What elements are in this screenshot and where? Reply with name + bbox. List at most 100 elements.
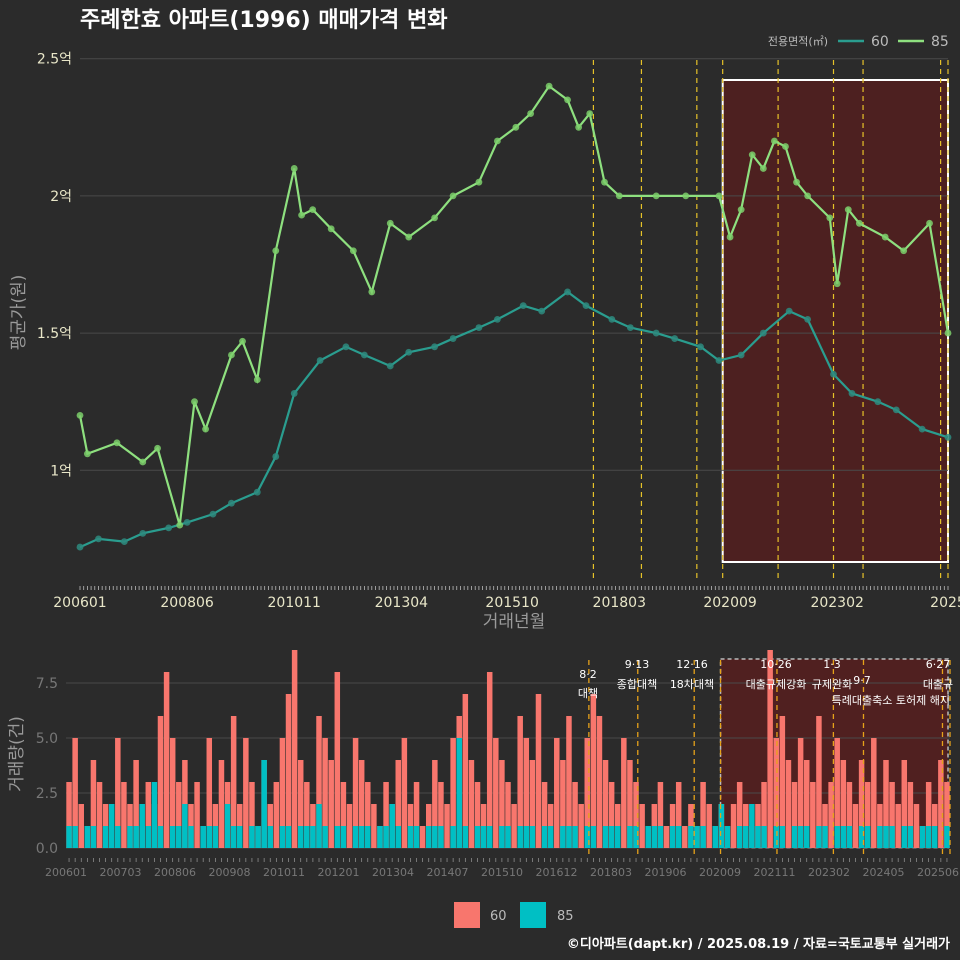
data-point-85 <box>601 178 608 186</box>
data-point-60 <box>449 335 457 342</box>
data-point-85 <box>682 192 690 200</box>
volume-bar-85 <box>340 826 347 848</box>
volume-bar-85 <box>633 826 639 848</box>
volume-bar-60 <box>560 760 566 848</box>
volume-bar-85 <box>864 826 871 848</box>
volume-bar-60 <box>816 716 822 848</box>
data-point-60 <box>209 510 217 518</box>
data-point-85 <box>139 458 147 466</box>
x-tick-label: 200806 <box>160 595 214 611</box>
data-point-85 <box>475 178 483 186</box>
volume-bar-60 <box>602 760 609 848</box>
volume-bar-85 <box>743 826 749 848</box>
highlight-region <box>721 79 950 563</box>
data-point-60 <box>564 288 571 296</box>
volume-bar-85 <box>365 826 371 848</box>
volume-bar-85 <box>310 826 316 848</box>
volume-bar-85 <box>395 826 402 848</box>
data-point-85 <box>804 192 812 200</box>
data-point-60 <box>316 357 324 364</box>
volume-bar-85 <box>304 826 310 848</box>
data-point-85 <box>309 206 317 214</box>
volume-bar-85 <box>675 826 682 848</box>
volume-bar-60 <box>340 782 347 848</box>
volume-bar-85 <box>139 804 145 848</box>
volume-bar-85 <box>389 804 395 848</box>
data-point-85 <box>855 219 863 227</box>
volume-bar-60 <box>889 782 895 848</box>
volume-bar-85 <box>627 826 633 848</box>
data-point-60 <box>228 499 235 507</box>
volume-bar-85 <box>145 826 152 848</box>
volume-bar-85 <box>797 826 804 848</box>
volume-bar-60 <box>499 760 505 848</box>
x-tick-label: 201510 <box>485 595 538 611</box>
volume-bar-85 <box>566 826 572 848</box>
data-point-60 <box>918 425 926 433</box>
volume-bar-60 <box>273 782 280 848</box>
data-point-85 <box>652 192 660 200</box>
annotation-label: 대출규 <box>923 678 953 691</box>
volume-bar-85 <box>383 826 389 848</box>
data-point-60 <box>272 453 280 460</box>
annotation-date: 9·13 <box>625 658 650 671</box>
data-point-85 <box>737 206 745 214</box>
volume-bar-60 <box>584 738 591 848</box>
volume-bar-60 <box>639 804 645 848</box>
volume-bar-85 <box>773 826 779 848</box>
volume-bar-85 <box>352 826 359 848</box>
data-point-85 <box>575 123 583 131</box>
data-point-85 <box>253 376 261 384</box>
volume-y-axis-title: 거래량(건) <box>7 716 27 792</box>
data-point-85 <box>944 329 952 337</box>
volume-bar-85 <box>803 826 810 848</box>
data-point-85 <box>726 233 734 241</box>
volume-bar-60 <box>907 782 914 848</box>
volume-bar-85 <box>779 826 786 848</box>
volume-y-tick-label: 2.5 <box>36 786 58 802</box>
volume-bar-85 <box>176 826 182 848</box>
volume-x-tick-label: 202009 <box>699 866 741 879</box>
volume-bar-60 <box>249 782 255 848</box>
volume-bar-60 <box>828 782 834 848</box>
volume-x-tick-label: 201201 <box>318 866 360 879</box>
data-point-60 <box>737 351 745 359</box>
volume-bar-60 <box>517 716 523 848</box>
volume-bar-60 <box>858 760 865 848</box>
volume-bar-85 <box>877 826 883 848</box>
volume-bar-85 <box>157 826 164 848</box>
data-point-60 <box>165 524 173 532</box>
data-point-85 <box>844 206 852 214</box>
volume-bar-85 <box>486 826 493 848</box>
data-point-85 <box>298 211 306 219</box>
data-point-60 <box>944 433 952 441</box>
volume-bar-60 <box>96 782 103 848</box>
volume-bar-60 <box>596 716 603 848</box>
volume-bar-60 <box>883 760 889 848</box>
volume-bar-85 <box>267 826 273 848</box>
volume-bar-60 <box>791 782 798 848</box>
volume-bar-60 <box>66 782 72 848</box>
volume-x-tick-label: 202302 <box>808 866 850 879</box>
volume-bar-60 <box>157 716 164 848</box>
data-point-85 <box>202 425 209 433</box>
volume-bar-85 <box>474 826 481 848</box>
volume-bar-60 <box>401 738 408 848</box>
data-point-60 <box>830 370 837 378</box>
y-tick-label: 2.5억 <box>37 52 72 68</box>
volume-bar-60 <box>590 694 597 848</box>
volume-bar-60 <box>322 738 328 848</box>
data-point-85 <box>191 398 198 406</box>
chart-credit: ©디아파트(dapt.kr) / 2025.08.19 / 자료=국토교통부 실… <box>567 936 950 952</box>
volume-y-tick-label: 0.0 <box>36 841 58 857</box>
volume-bar-85 <box>907 826 914 848</box>
volume-bar-60 <box>358 760 365 848</box>
volume-bar-85 <box>651 826 658 848</box>
data-point-60 <box>519 302 527 310</box>
volume-bar-60 <box>682 826 688 848</box>
data-point-85 <box>715 192 723 200</box>
volume-bar-85 <box>237 826 243 848</box>
volume-bar-85 <box>72 826 78 848</box>
volume-bar-85 <box>560 826 566 848</box>
x-tick-label: 201011 <box>268 595 321 611</box>
